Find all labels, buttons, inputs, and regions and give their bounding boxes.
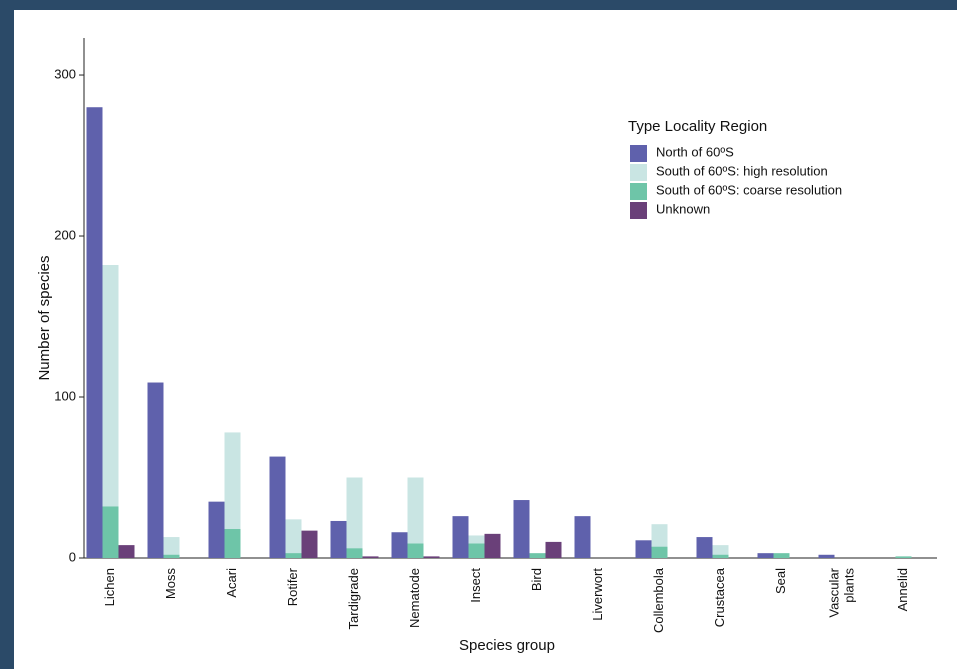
- x-tick-label: Annelid: [895, 568, 910, 611]
- bar: [545, 541, 562, 558]
- legend-swatch: [630, 202, 647, 219]
- x-tick-label: Collembola: [651, 567, 666, 633]
- legend-swatch: [630, 145, 647, 162]
- bar: [484, 533, 501, 558]
- bar: [163, 537, 180, 558]
- x-tick-label: Crustacea: [712, 567, 727, 627]
- y-tick-label: 200: [54, 227, 76, 242]
- y-tick-label: 100: [54, 388, 76, 403]
- bar: [346, 477, 363, 558]
- bar: [574, 516, 591, 558]
- legend-label: Unknown: [656, 201, 710, 216]
- bar: [346, 548, 363, 558]
- x-tick-label: Rotifer: [285, 567, 300, 606]
- bar: [635, 540, 652, 558]
- bar: [269, 456, 286, 558]
- bar: [301, 530, 318, 558]
- x-tick-label: Acari: [224, 568, 239, 598]
- x-tick-label: Tardigrade: [346, 568, 361, 629]
- bar: [712, 545, 729, 558]
- bar: [651, 546, 668, 558]
- bar: [86, 107, 103, 558]
- bar: [285, 519, 302, 558]
- x-tick-label: Liverwort: [590, 568, 605, 621]
- bar: [407, 477, 424, 558]
- x-tick-label: Nematode: [407, 568, 422, 628]
- bar: [818, 554, 835, 558]
- bar: [468, 543, 485, 558]
- x-tick-label: Bird: [529, 568, 544, 591]
- x-tick-label: Vascularplants: [827, 567, 857, 617]
- legend-swatch: [630, 164, 647, 181]
- bar: [224, 432, 241, 558]
- bar: [407, 543, 424, 558]
- bar: [163, 554, 180, 558]
- bar: [362, 556, 379, 558]
- legend-swatch: [630, 183, 647, 200]
- x-tick-label: Seal: [773, 568, 788, 594]
- bar: [712, 554, 729, 558]
- bar: [224, 529, 241, 558]
- y-tick-label: 0: [69, 549, 76, 564]
- bar: [285, 553, 302, 558]
- y-axis-title: Number of species: [36, 255, 53, 380]
- bar: [423, 556, 440, 558]
- legend-label: North of 60ºS: [656, 144, 734, 159]
- x-tick-label: Moss: [163, 568, 178, 600]
- bar: [391, 532, 408, 558]
- legend-title: Type Locality Region: [628, 118, 767, 135]
- bar: [330, 520, 347, 558]
- bar: [102, 506, 119, 558]
- bar: [513, 500, 530, 558]
- bar: [118, 545, 135, 558]
- bar: [102, 264, 119, 558]
- y-tick-label: 300: [54, 66, 76, 81]
- bar: [696, 537, 713, 558]
- bar: [529, 553, 546, 558]
- bar: [895, 556, 912, 558]
- bar: [452, 516, 469, 558]
- bar: [757, 553, 774, 558]
- x-tick-label: Lichen: [102, 568, 117, 606]
- x-axis-title: Species group: [459, 637, 555, 654]
- x-tick-label: Insect: [468, 568, 483, 603]
- legend-label: South of 60ºS: high resolution: [656, 163, 828, 178]
- panel: [14, 10, 957, 669]
- bar: [208, 501, 225, 558]
- legend-label: South of 60ºS: coarse resolution: [656, 182, 842, 197]
- bar: [773, 553, 790, 558]
- bar: [147, 382, 164, 558]
